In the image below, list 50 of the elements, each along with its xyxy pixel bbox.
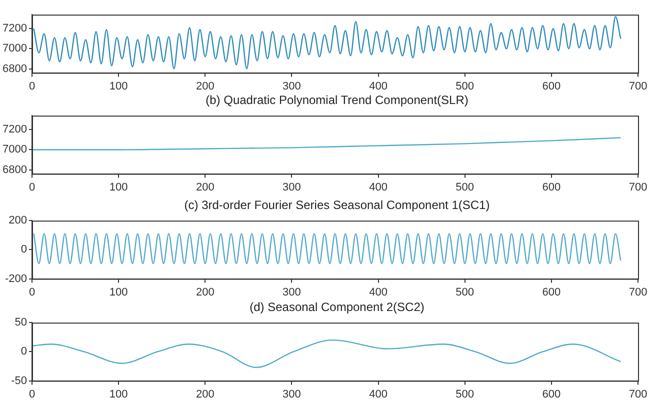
x-tick-label: 300 (282, 388, 301, 400)
y-tick-label: -50 (11, 374, 27, 387)
x-tick-label: 600 (542, 80, 561, 92)
y-tick-label: 0 (20, 244, 27, 256)
x-tick-label: 100 (109, 286, 128, 298)
x-tick-label: 300 (282, 80, 301, 92)
line-series (33, 16, 622, 70)
chart-title: (c) 3rd-order Fourier Series Seasonal Component 1(SC1) (183, 198, 491, 212)
x-tick-label: 100 (109, 80, 128, 92)
x-tick-label: 700 (628, 388, 648, 400)
x-tick-label: 200 (196, 388, 214, 400)
x-tick-label: 600 (542, 388, 561, 400)
y-tick-label: 50 (14, 316, 27, 329)
x-tick-label: 200 (196, 181, 214, 194)
x-tick-label: 0 (28, 388, 36, 400)
x-tick-label: 500 (456, 80, 474, 92)
x-tick-label: 500 (456, 388, 474, 400)
x-tick-label: 200 (196, 80, 214, 92)
chart-title: (d) Seasonal Component 2(SC2) (248, 300, 426, 314)
x-tick-label: 700 (628, 286, 648, 298)
x-tick-label: 300 (282, 181, 301, 194)
x-tick-label: 100 (109, 181, 128, 194)
x-tick-label: 400 (369, 181, 388, 194)
y-tick-label: 7000 (2, 144, 27, 156)
x-tick-label: 400 (369, 80, 388, 92)
y-tick-label: 6800 (2, 164, 27, 176)
x-tick-label: 400 (369, 388, 388, 400)
x-tick-label: 300 (282, 286, 301, 298)
x-tick-label: 0 (28, 80, 36, 92)
y-tick-label: 7200 (2, 124, 27, 136)
x-tick-label: 500 (456, 181, 474, 194)
y-tick-label: 0 (20, 346, 27, 358)
x-tick-label: 400 (369, 286, 388, 298)
y-tick-label: 200 (8, 214, 27, 227)
x-tick-label: 700 (628, 80, 648, 92)
y-tick-label: 6800 (2, 62, 27, 75)
x-tick-label: 0 (28, 286, 36, 298)
y-tick-label: 7000 (2, 42, 27, 55)
y-tick-label: -200 (4, 272, 27, 285)
x-tick-label: 500 (456, 286, 474, 298)
x-tick-label: 600 (542, 181, 561, 194)
x-tick-label: 200 (196, 286, 214, 298)
y-tick-label: 7200 (2, 22, 27, 35)
line-series (32, 339, 622, 368)
x-tick-label: 600 (542, 286, 561, 298)
chart-title: (b) Quadratic Polynomial Trend Component(SLR) (204, 93, 470, 107)
x-tick-label: 700 (628, 181, 648, 194)
line-series (32, 137, 622, 150)
x-tick-label: 100 (109, 388, 128, 400)
x-tick-label: 0 (28, 181, 36, 194)
